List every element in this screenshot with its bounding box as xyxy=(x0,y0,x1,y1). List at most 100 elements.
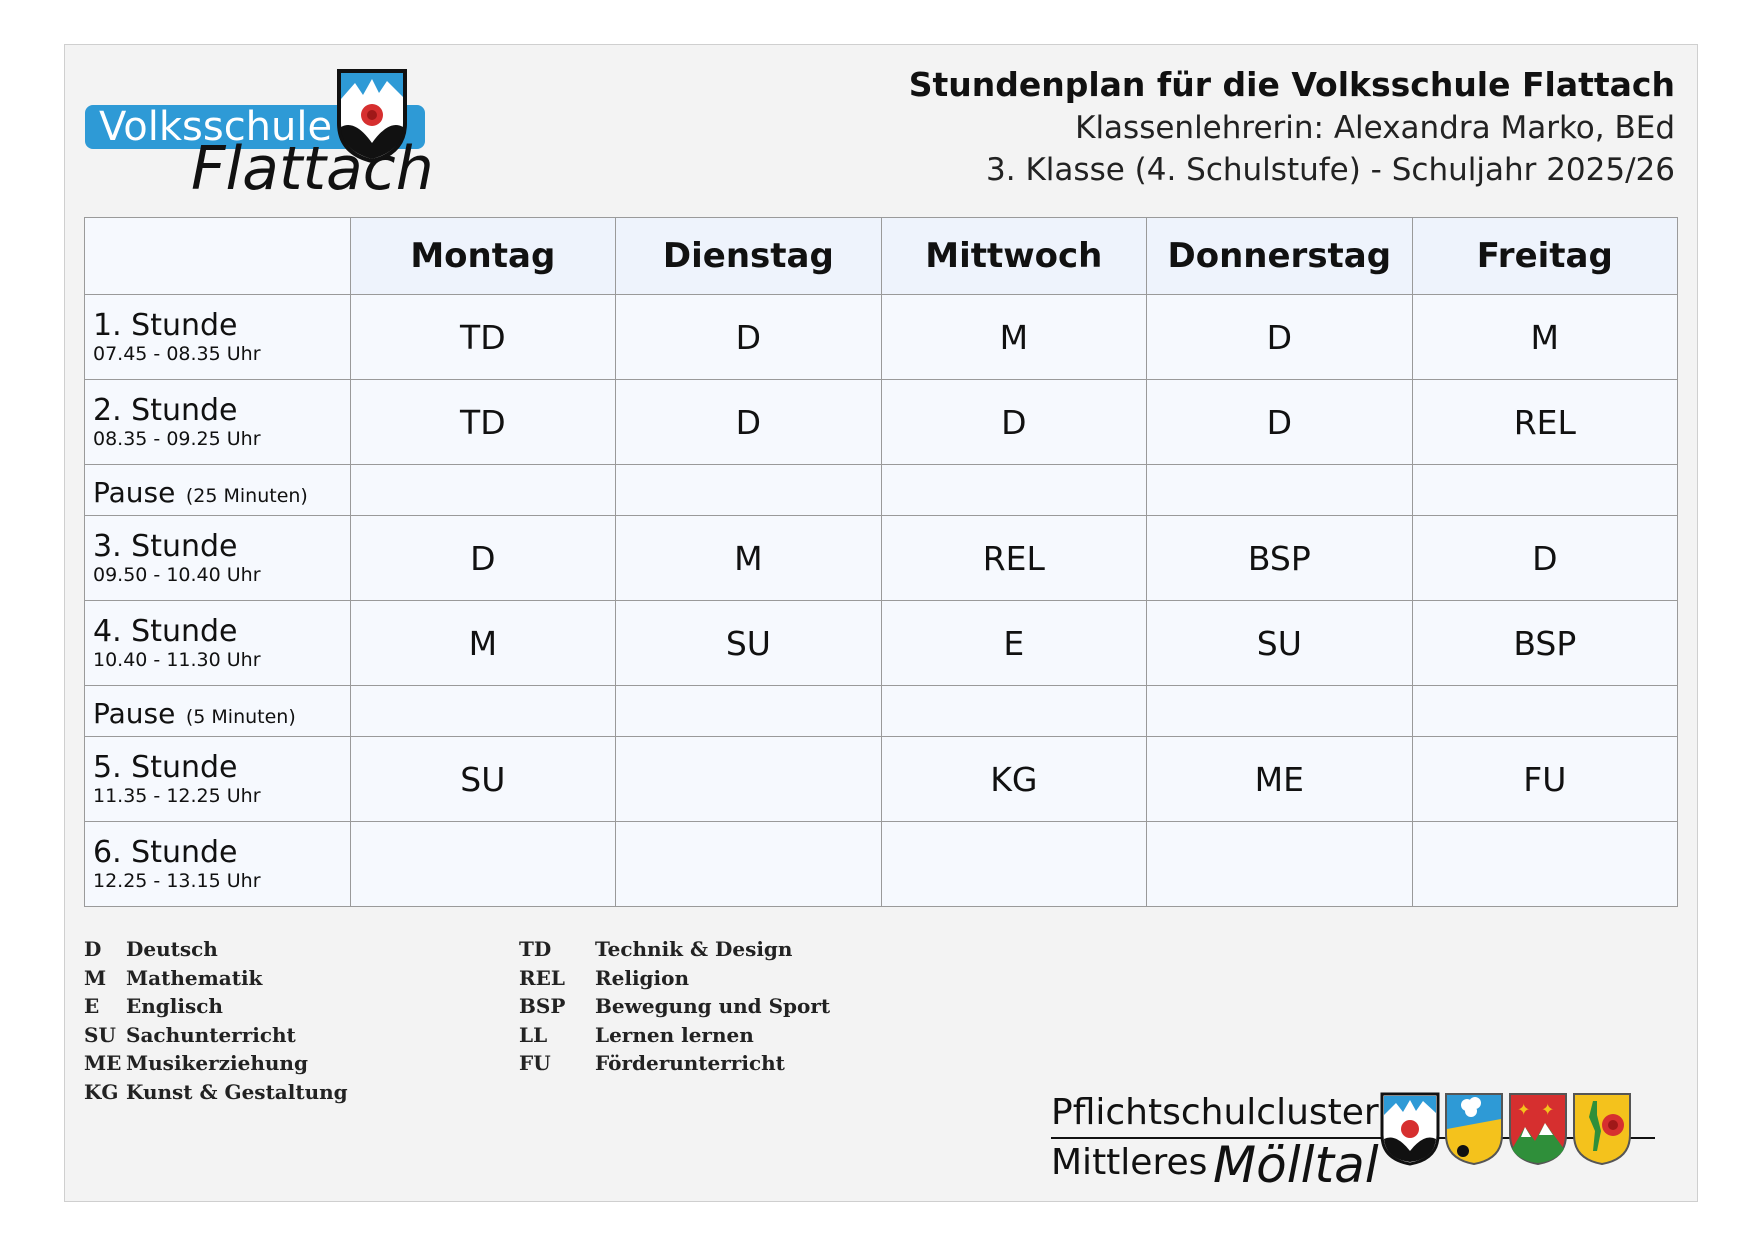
subject-cell: D xyxy=(1146,379,1413,465)
lesson-name: 3. Stunde xyxy=(93,529,238,564)
subject-cell: D xyxy=(880,379,1148,465)
legend-name: Musikerziehung xyxy=(126,1051,308,1075)
subject-cell: ME xyxy=(1146,736,1413,822)
day-header-row: Montag Dienstag Mittwoch Donnerstag Frei… xyxy=(84,217,1679,295)
lesson-time: 11.35 - 12.25 Uhr xyxy=(93,785,261,807)
legend-name: Englisch xyxy=(126,994,223,1018)
legend-abbr: TD xyxy=(519,937,552,961)
empty-cell xyxy=(349,464,617,516)
subject-cell xyxy=(1411,821,1679,907)
lesson-name: 6. Stunde xyxy=(93,835,238,870)
legend-name: Deutsch xyxy=(126,937,218,961)
lesson-time: 07.45 - 08.35 Uhr xyxy=(93,343,261,365)
legend-item: SU Sachunterricht xyxy=(84,1021,348,1050)
class-info-line: 3. Klasse (4. Schulstufe) - Schuljahr 20… xyxy=(986,152,1675,188)
subject-cell xyxy=(1146,821,1413,907)
legend-abbr: SU xyxy=(84,1022,116,1047)
empty-cell xyxy=(615,464,882,516)
lesson-label-cell: 4. Stunde 10.40 - 11.30 Uhr xyxy=(84,600,351,686)
lesson-label-cell: 3. Stunde 09.50 - 10.40 Uhr xyxy=(84,515,351,601)
legend-item: M Mathematik xyxy=(84,964,348,993)
cluster-text-line1: Pflichtschulcluster xyxy=(1051,1092,1379,1133)
flattach-crest-icon xyxy=(337,69,407,163)
mallnitz-crest-icon xyxy=(1573,1093,1631,1166)
legend-abbr: FU xyxy=(519,1051,551,1075)
legend-name: Bewegung und Sport xyxy=(595,994,831,1018)
pause-row: Pause (5 Minuten) xyxy=(84,685,1679,737)
subject-cell: M xyxy=(1411,294,1679,380)
subject-cell: BSP xyxy=(1411,600,1679,686)
legend-item: D Deutsch xyxy=(84,935,348,964)
obervellach-crest-icon xyxy=(1445,1093,1503,1166)
legend-name: Technik & Design xyxy=(595,937,793,961)
lesson-time: 12.25 - 13.15 Uhr xyxy=(93,870,261,892)
legend-abbr: LL xyxy=(519,1022,548,1047)
legend-abbr: E xyxy=(84,994,100,1018)
lesson-label-cell: 2. Stunde 08.35 - 09.25 Uhr xyxy=(84,379,351,465)
subject-cell: D xyxy=(615,294,882,380)
pause-duration: (5 Minuten) xyxy=(185,705,296,728)
page-title: Stundenplan für die Volksschule Flattach xyxy=(908,65,1675,104)
legend-abbr: M xyxy=(84,965,107,990)
subject-cell: SU xyxy=(349,736,617,822)
day-header: Donnerstag xyxy=(1146,217,1413,295)
lesson-label-cell: 6. Stunde 12.25 - 13.15 Uhr xyxy=(84,821,351,907)
school-logo: Volksschule Flattach xyxy=(85,53,445,201)
legend-name: Kunst & Gestaltung xyxy=(126,1079,348,1104)
lesson-name: 4. Stunde xyxy=(93,614,238,649)
lesson-row: 1. Stunde 07.45 - 08.35 Uhr TD D M D M xyxy=(84,294,1679,380)
legend-name: Mathematik xyxy=(126,965,263,990)
legend-abbr: D xyxy=(84,937,102,961)
lesson-name: 5. Stunde xyxy=(93,750,238,785)
empty-cell xyxy=(880,464,1148,516)
legend-item: FU Förderunterricht xyxy=(519,1049,830,1078)
lesson-time: 09.50 - 10.40 Uhr xyxy=(93,564,261,586)
lesson-label-cell: 5. Stunde 11.35 - 12.25 Uhr xyxy=(84,736,351,822)
cluster-text-line2: Mittleres xyxy=(1051,1142,1208,1183)
legend-item: E Englisch xyxy=(84,992,348,1021)
legend-abbr: KG xyxy=(84,1079,119,1104)
legend-name: Lernen lernen xyxy=(595,1022,754,1047)
subject-legend-right: TD Technik & Design REL Religion BSP Bewegu… xyxy=(519,935,830,1078)
subject-cell: SU xyxy=(1146,600,1413,686)
legend-name: Förderunterricht xyxy=(595,1051,785,1075)
lesson-label-cell: 1. Stunde 07.45 - 08.35 Uhr xyxy=(84,294,351,380)
lesson-name: 1. Stunde xyxy=(93,308,238,343)
cluster-text-molltal: Mölltal xyxy=(1213,1136,1379,1194)
legend-abbr: ME xyxy=(84,1051,122,1075)
empty-cell xyxy=(880,685,1148,737)
teacher-line: Klassenlehrerin: Alexandra Marko, BEd xyxy=(1075,110,1675,146)
reisseck-crest-icon: ✦ ✦ xyxy=(1509,1093,1567,1166)
flattach-crest-icon xyxy=(1380,1092,1440,1166)
lesson-row: 4. Stunde 10.40 - 11.30 Uhr M SU E SU BS… xyxy=(84,600,1679,686)
pause-label-cell: Pause (25 Minuten) xyxy=(84,464,351,516)
pause-name: Pause xyxy=(93,696,176,730)
timetable: Montag Dienstag Mittwoch Donnerstag Frei… xyxy=(84,217,1679,907)
legend-item: TD Technik & Design xyxy=(519,935,830,964)
subject-cell: SU xyxy=(615,600,882,686)
subject-cell xyxy=(880,821,1148,907)
subject-cell: REL xyxy=(1411,379,1679,465)
svg-text:✦: ✦ xyxy=(1541,1100,1554,1119)
timetable-sheet: Volksschule Flattach Stundenplan für die… xyxy=(64,44,1698,1202)
corner-cell xyxy=(84,217,351,295)
legend-item: ME Musikerziehung xyxy=(84,1049,348,1078)
legend-item: KG Kunst & Gestaltung xyxy=(84,1078,348,1107)
day-header: Dienstag xyxy=(615,217,882,295)
lesson-row: 3. Stunde 09.50 - 10.40 Uhr D M REL BSP … xyxy=(84,515,1679,601)
subject-cell: D xyxy=(1411,515,1679,601)
empty-cell xyxy=(1146,464,1413,516)
subject-cell: D xyxy=(615,379,882,465)
empty-cell xyxy=(1146,685,1413,737)
subject-cell: FU xyxy=(1411,736,1679,822)
day-header: Mittwoch xyxy=(880,217,1148,295)
subject-cell: TD xyxy=(349,379,617,465)
subject-cell: REL xyxy=(880,515,1148,601)
legend-item: LL Lernen lernen xyxy=(519,1021,830,1050)
legend-name: Religion xyxy=(595,965,690,990)
pause-label-cell: Pause (5 Minuten) xyxy=(84,685,351,737)
subject-cell: D xyxy=(1146,294,1413,380)
subject-legend-left: D Deutsch M Mathematik E Englisch SU Sachunt… xyxy=(84,935,348,1106)
legend-item: REL Religion xyxy=(519,964,830,993)
subject-cell xyxy=(615,821,882,907)
